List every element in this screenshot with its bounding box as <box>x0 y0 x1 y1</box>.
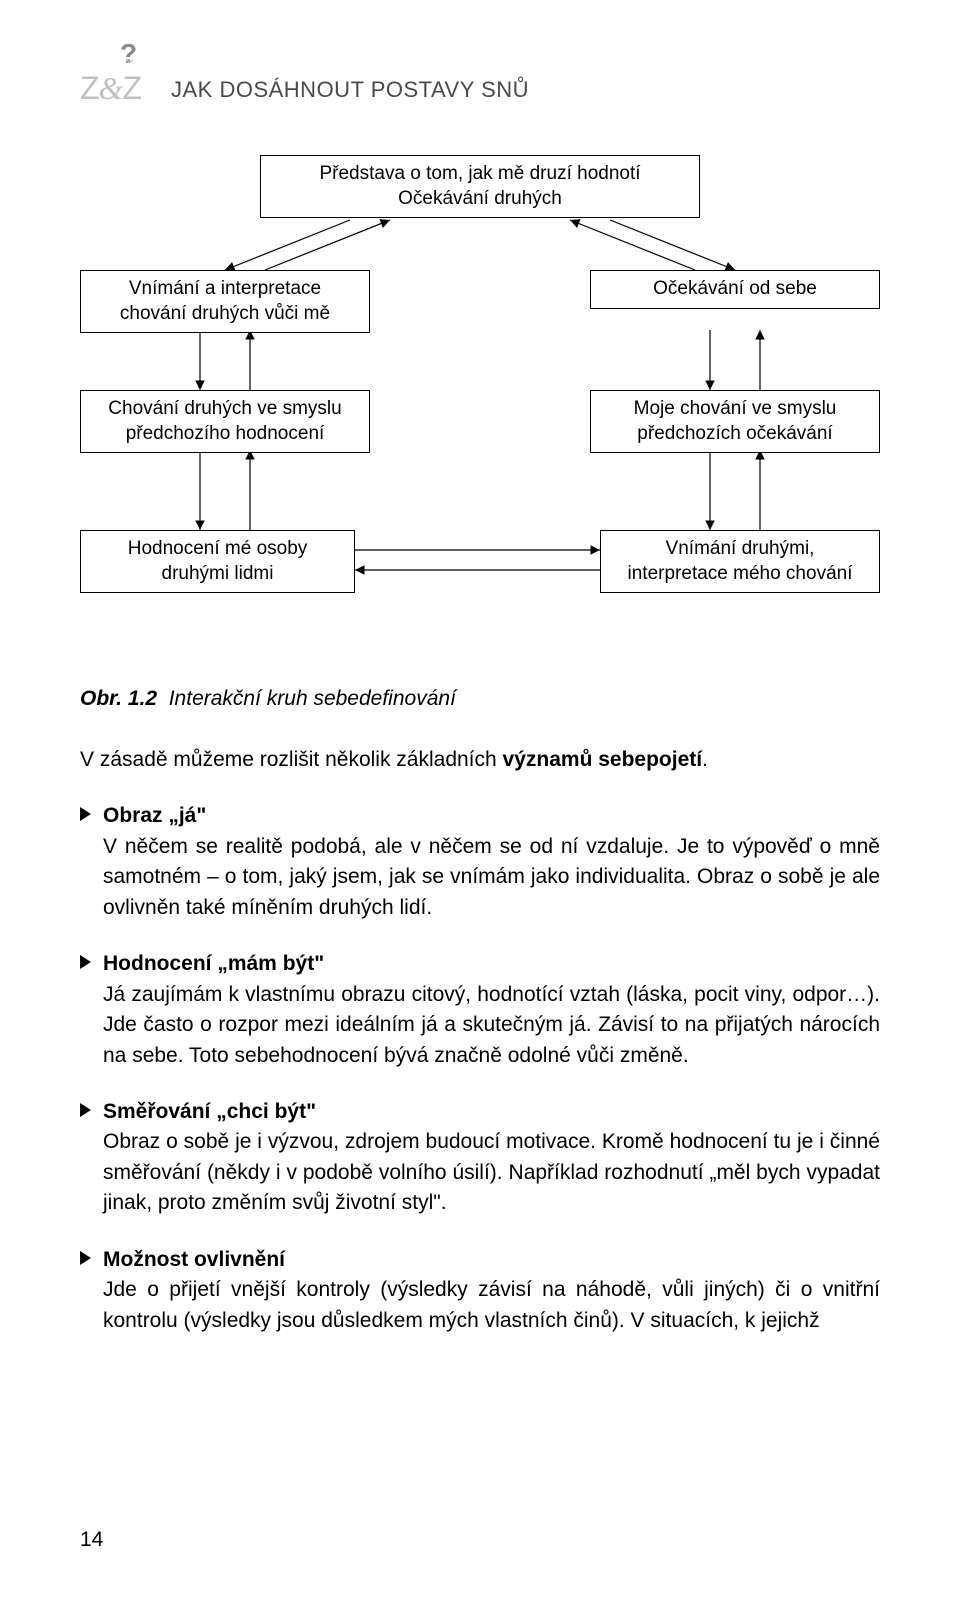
diagram-box-right3: Vnímání druhými,interpretace mého chován… <box>600 530 880 593</box>
header-row: Z&Z JAK DOSÁHNOUT POSTAVY SNŮ <box>80 68 880 105</box>
list-item-title: Možnost ovlivnění <box>103 1245 880 1275</box>
list-item-text: Já zaujímám k vlastnímu obrazu citový, h… <box>103 980 880 1071</box>
diagram-box-right1: Očekávání od sebe <box>590 270 880 309</box>
list-item: Obraz „já"V něčem se realitě podobá, ale… <box>80 801 880 923</box>
diagram-box-left1: Vnímání a interpretacechování druhých vů… <box>80 270 370 333</box>
chapter-title: JAK DOSÁHNOUT POSTAVY SNŮ <box>171 77 529 103</box>
list-item: Hodnocení „mám být"Já zaujímám k vlastní… <box>80 949 880 1071</box>
page-number: 14 <box>80 1528 103 1552</box>
diagram-box-left2: Chování druhých ve smyslupředchozího hod… <box>80 390 370 453</box>
list-item-body: Obraz „já"V něčem se realitě podobá, ale… <box>103 801 880 923</box>
list-item-body: Možnost ovlivněníJde o přijetí vnější ko… <box>103 1245 880 1336</box>
list-item-text: V něčem se realitě podobá, ale v něčem s… <box>103 832 880 923</box>
list-item-body: Směřování „chci být"Obraz o sobě je i vý… <box>103 1097 880 1219</box>
diagram-interaction-circle: Představa o tom, jak mě druzí hodnotíOče… <box>80 145 880 675</box>
list-item-body: Hodnocení „mám být"Já zaujímám k vlastní… <box>103 949 880 1071</box>
list-item-text: Jde o přijetí vnější kontroly (výsledky … <box>103 1275 880 1336</box>
figure-caption: Obr. 1.2 Interakční kruh sebedefinování <box>80 687 880 711</box>
triangle-bullet-icon <box>80 955 91 1071</box>
list-item-title: Obraz „já" <box>103 801 880 831</box>
list-item: Směřování „chci být"Obraz o sobě je i vý… <box>80 1097 880 1219</box>
triangle-bullet-icon <box>80 1103 91 1219</box>
list-item-text: Obraz o sobě je i výzvou, zdrojem budouc… <box>103 1127 880 1218</box>
diagram-box-top: Představa o tom, jak mě druzí hodnotíOče… <box>260 155 700 218</box>
list-item-title: Hodnocení „mám být" <box>103 949 880 979</box>
diagram-box-left3: Hodnocení mé osobydruhými lidmi <box>80 530 355 593</box>
header-logo: Z&Z <box>80 70 141 107</box>
list-item: Možnost ovlivněníJde o přijetí vnější ko… <box>80 1245 880 1336</box>
intro-paragraph: V zásadě můžeme rozlišit několik základn… <box>80 745 880 775</box>
bullet-list: Obraz „já"V něčem se realitě podobá, ale… <box>80 801 880 1336</box>
list-item-title: Směřování „chci být" <box>103 1097 880 1127</box>
diagram-box-right2: Moje chování ve smyslupředchozích očekáv… <box>590 390 880 453</box>
page-header: ? Z&Z JAK DOSÁHNOUT POSTAVY SNŮ <box>80 0 880 135</box>
header-qmark: ? <box>120 40 880 68</box>
triangle-bullet-icon <box>80 1251 91 1336</box>
triangle-bullet-icon <box>80 807 91 923</box>
